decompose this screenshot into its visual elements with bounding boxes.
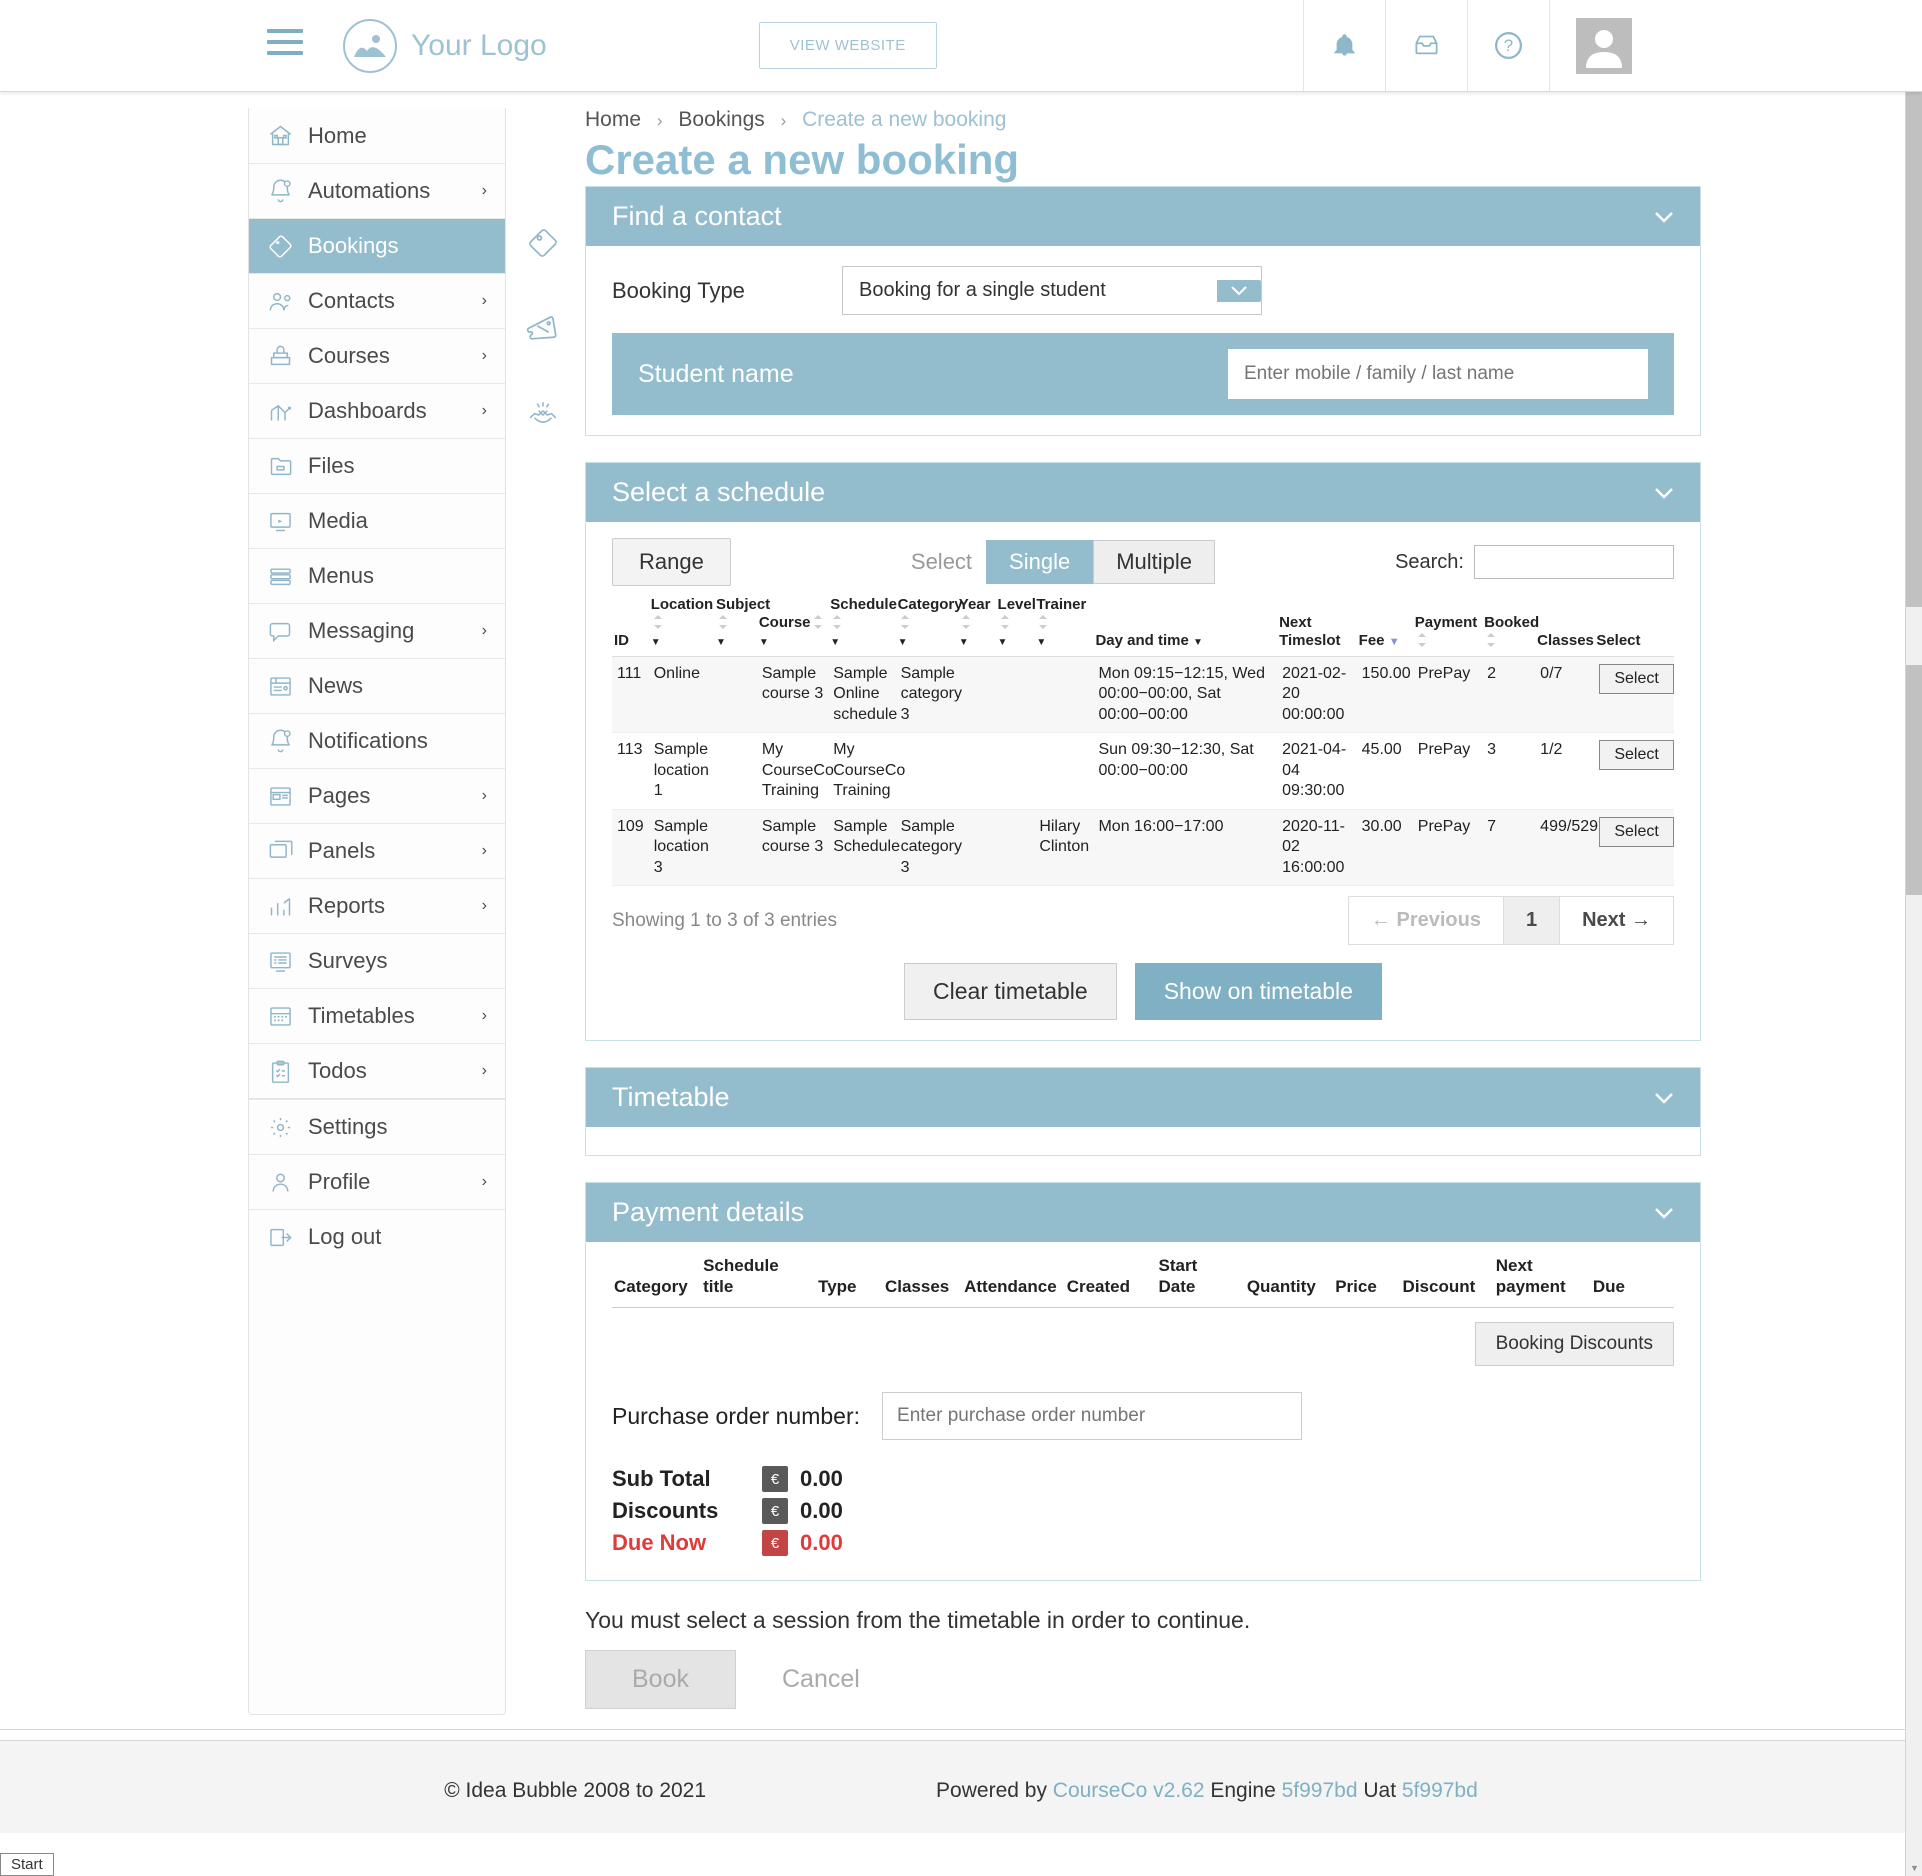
svg-text:?: ? xyxy=(1504,36,1513,55)
